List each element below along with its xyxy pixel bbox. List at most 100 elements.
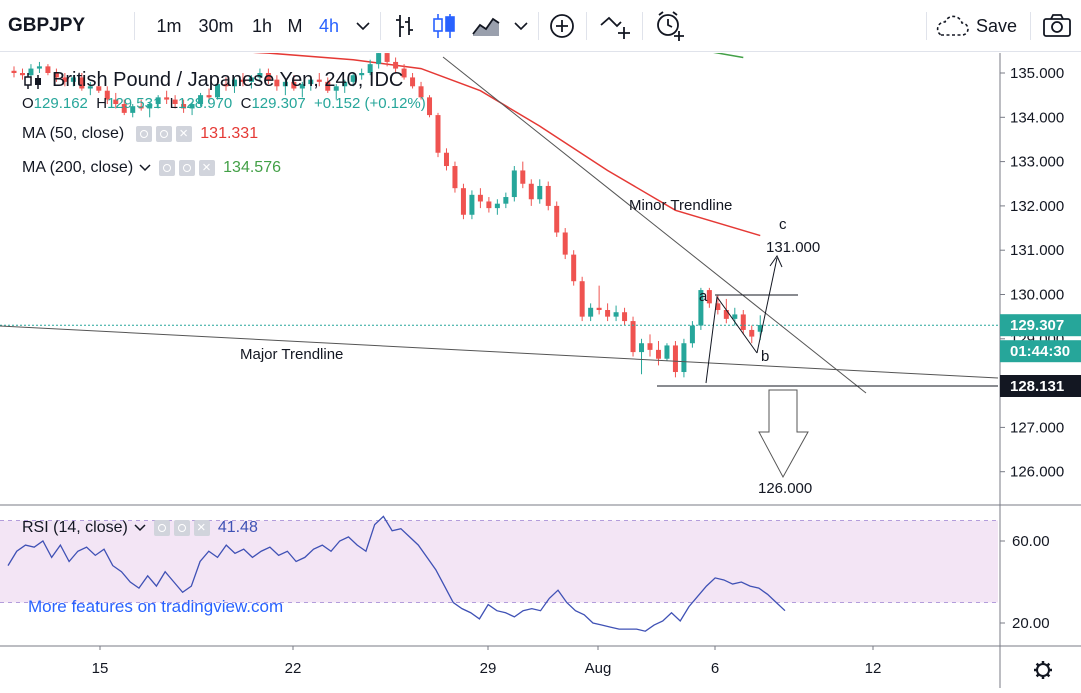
ma50-label: MA (50, close) [22, 125, 125, 142]
candle-body [28, 68, 34, 76]
interval-30m-button[interactable]: 30m [198, 15, 234, 36]
candle-body [181, 104, 187, 109]
ma200-value: 134.576 [223, 159, 281, 176]
candle-body [622, 312, 628, 322]
wave-c-label: c [779, 216, 787, 233]
candle-body [223, 84, 229, 87]
candle-body [121, 104, 127, 113]
ohlc-row: O 129.162 H 129.531 L 128.970 C 129.307 +0.1… [22, 95, 426, 112]
candle-body [231, 79, 237, 87]
interval-dropdown-button[interactable] [348, 0, 378, 52]
candle-body [664, 345, 670, 359]
toolbar-divider [538, 12, 539, 40]
interval-1m-button[interactable]: 1m [156, 15, 182, 36]
gear-tooth [1035, 662, 1040, 667]
rsi-tick-label: 60.00 [1012, 533, 1050, 550]
candle-body [723, 310, 729, 319]
support-price-badge-bg [1000, 375, 1081, 397]
candle-body [511, 170, 517, 198]
candle-body [45, 66, 51, 73]
candle-body [562, 232, 568, 255]
interval-month-button[interactable]: M [287, 15, 303, 36]
countdown-badge-bg [1000, 340, 1081, 363]
candle-body [172, 99, 178, 105]
alert-clock-icon [657, 11, 684, 41]
candle-body [486, 201, 492, 209]
candles-button[interactable] [426, 0, 462, 52]
minor-trendline-label: Minor Trendline [629, 197, 732, 214]
settings-icon[interactable] [173, 520, 190, 536]
candle-body [605, 310, 611, 317]
wave-b-label: b [761, 348, 769, 365]
candle-body [647, 343, 653, 350]
settings-icon[interactable] [179, 160, 196, 176]
settings-icon[interactable] [156, 126, 173, 142]
candle-body [503, 197, 509, 204]
area-chart-button[interactable] [468, 0, 504, 52]
series-title-row: British Pound / Japanese Yen, 240, IDC [22, 69, 403, 92]
toolbar-divider [642, 12, 643, 40]
candle-body [698, 290, 704, 326]
tradingview-watermark[interactable]: More features on tradingview.com [28, 597, 284, 616]
price-tick-label: 133.000 [1010, 154, 1064, 171]
wave-a-label: a [699, 288, 708, 305]
candle-body [164, 97, 170, 100]
candle-body [384, 53, 390, 62]
candle-body [282, 81, 288, 87]
candle-body [206, 95, 212, 98]
toolbar-divider [1030, 12, 1031, 40]
remove-icon[interactable] [176, 126, 193, 142]
candle-body [681, 343, 687, 373]
wave-c-arrow-head [769, 254, 783, 268]
price-tick-label: 130.000 [1010, 287, 1064, 304]
open-label: O [22, 95, 34, 112]
rsi-tick-label: 20.00 [1012, 615, 1050, 632]
wave-ab-path [705, 295, 758, 384]
low-label: L [169, 95, 179, 112]
candle-body [367, 64, 373, 73]
symbol-label[interactable]: GBPJPY [8, 15, 86, 36]
remove-icon[interactable] [199, 160, 216, 176]
indicators-button[interactable] [544, 0, 580, 52]
major-trendline-label: Major Trendline [240, 346, 343, 363]
visibility-icon[interactable] [136, 126, 153, 142]
candle-body [740, 314, 746, 330]
last-price-badge-bg [1000, 314, 1081, 337]
candle-body [96, 86, 102, 91]
candle-body [376, 53, 382, 65]
top-toolbar: GBPJPY 1m 30m 1h M 4h Save [0, 0, 1081, 52]
candle-body [87, 86, 93, 89]
candle-body [248, 77, 254, 82]
candle-body [333, 86, 339, 91]
hide-series-icon[interactable] [22, 71, 44, 91]
rsi-value: 41.48 [217, 519, 258, 536]
visibility-icon[interactable] [159, 160, 176, 176]
remove-icon[interactable] [193, 520, 210, 536]
ma50-legend: MA (50, close) 131.331 [22, 125, 258, 143]
chart-area[interactable]: 135.000 134.000 133.000 132.000 131.000 130.0… [0, 23, 1081, 688]
interval-1h-button[interactable]: 1h [251, 15, 273, 36]
price-tick-label: 134.000 [1010, 109, 1064, 126]
gear-icon[interactable] [1034, 661, 1052, 679]
candle-body [545, 185, 551, 206]
candle-body [138, 106, 144, 109]
chevron-down-icon[interactable] [134, 524, 146, 532]
compare-button[interactable] [594, 0, 638, 52]
candle-body [528, 183, 534, 200]
save-button[interactable]: Save [932, 0, 1024, 52]
ma200-legend: MA (200, close) 134.576 [22, 159, 281, 177]
candle-body [62, 77, 68, 82]
alert-button[interactable] [650, 0, 690, 52]
chevron-down-icon [356, 22, 370, 31]
price-tick-label: 127.000 [1010, 419, 1064, 436]
visibility-icon[interactable] [153, 520, 170, 536]
bar-chart-button[interactable] [388, 0, 420, 52]
candle-body [53, 73, 59, 78]
close-value: 129.307 [251, 95, 306, 112]
chevron-down-icon[interactable] [139, 164, 151, 172]
interval-4h-button[interactable]: 4h [318, 15, 340, 36]
snapshot-button[interactable] [1036, 0, 1078, 52]
gear-tooth [1046, 673, 1051, 678]
chart-canvas[interactable]: 135.000 134.000 133.000 132.000 131.000 130.0… [0, 23, 1081, 688]
chart-type-dropdown-button[interactable] [506, 0, 536, 52]
